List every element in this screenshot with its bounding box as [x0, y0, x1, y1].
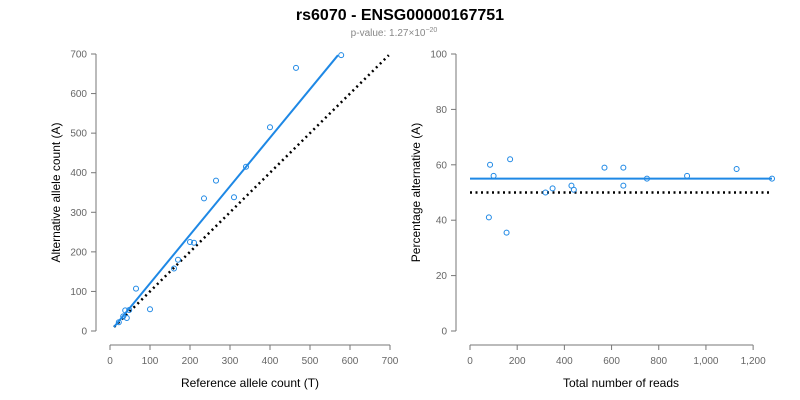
y-tick-label: 700	[70, 50, 87, 61]
data-point	[175, 256, 181, 263]
data-point	[123, 314, 130, 321]
p-value-text: p-value: 1.27×10	[351, 28, 426, 39]
data-point	[490, 172, 497, 179]
p-value-subtitle: p-value: 1.27×10−20	[351, 27, 438, 39]
x-tick-label: 100	[142, 356, 159, 367]
x-tick-label: 800	[650, 356, 667, 367]
data-point	[115, 319, 122, 326]
data-point	[231, 194, 237, 201]
x-axis-title: Reference allele count (T)	[181, 376, 319, 390]
data-point	[187, 238, 193, 245]
y-tick-label: 0	[81, 327, 87, 338]
data-point	[147, 306, 153, 313]
y-tick-label: 40	[436, 216, 448, 227]
data-point	[620, 182, 627, 189]
x-tick-label: 600	[603, 356, 620, 367]
left-panel: 0 100 200 300 400 500 600 700 0 100 200 300 400 500 60…	[49, 50, 399, 391]
x-tick-label: 300	[222, 356, 239, 367]
data-point	[126, 307, 133, 314]
x-tick-label: 0	[467, 356, 473, 367]
x-tick-label: 1,000	[693, 356, 718, 367]
y-tick-label: 500	[70, 129, 87, 140]
data-point	[201, 195, 207, 202]
data-point	[570, 186, 577, 193]
y-tick-label: 200	[70, 247, 87, 258]
data-point	[338, 52, 345, 59]
p-value-exponent: −20	[425, 27, 437, 34]
x-tick-label: 500	[302, 356, 319, 367]
right-panel: 0 20 40 60 80 100 0 200 400 600 800 1,000 1,200 Total…	[409, 50, 775, 390]
x-tick-label: 600	[342, 356, 359, 367]
data-point	[601, 164, 608, 171]
data-point	[733, 165, 740, 172]
data-point	[487, 161, 494, 168]
y-tick-label: 300	[70, 208, 87, 219]
y-tick-label: 80	[436, 105, 448, 116]
y-axis-title: Percentage alternative (A)	[409, 123, 423, 262]
y-tick-label: 600	[70, 89, 87, 100]
x-tick-label: 400	[556, 356, 573, 367]
fit-line	[113, 54, 339, 328]
data-point	[684, 172, 691, 179]
data-point	[542, 189, 549, 196]
y-axis-title: Alternative allele count (A)	[49, 122, 63, 262]
data-point	[133, 285, 139, 292]
data-point	[485, 214, 492, 221]
data-point	[620, 164, 627, 171]
y-tick-label: 100	[70, 287, 87, 298]
y-tick-label: 100	[430, 50, 447, 61]
data-point	[293, 64, 299, 71]
x-tick-label: 1,200	[741, 356, 766, 367]
data-point	[243, 163, 249, 170]
y-tick-label: 60	[436, 160, 448, 171]
x-tick-label: 200	[182, 356, 199, 367]
data-point	[122, 307, 129, 314]
x-tick-label: 700	[382, 356, 399, 367]
y-tick-label: 20	[436, 271, 448, 282]
data-point	[643, 175, 650, 182]
x-axis-title: Total number of reads	[563, 376, 679, 390]
data-point	[120, 313, 127, 320]
y-tick-label: 400	[70, 168, 87, 179]
y-tick-label: 0	[441, 327, 447, 338]
data-point	[503, 229, 510, 236]
data-point	[267, 124, 273, 131]
reference-line	[113, 54, 390, 328]
chart-title: rs6070 - ENSG00000167751	[296, 7, 504, 24]
data-point	[213, 177, 219, 184]
data-point	[171, 265, 177, 272]
data-point	[507, 156, 514, 163]
data-point	[191, 239, 197, 246]
data-point	[549, 185, 556, 192]
x-tick-label: 200	[509, 356, 526, 367]
data-point	[769, 175, 775, 182]
x-tick-label: 400	[262, 356, 279, 367]
x-tick-label: 0	[107, 356, 113, 367]
